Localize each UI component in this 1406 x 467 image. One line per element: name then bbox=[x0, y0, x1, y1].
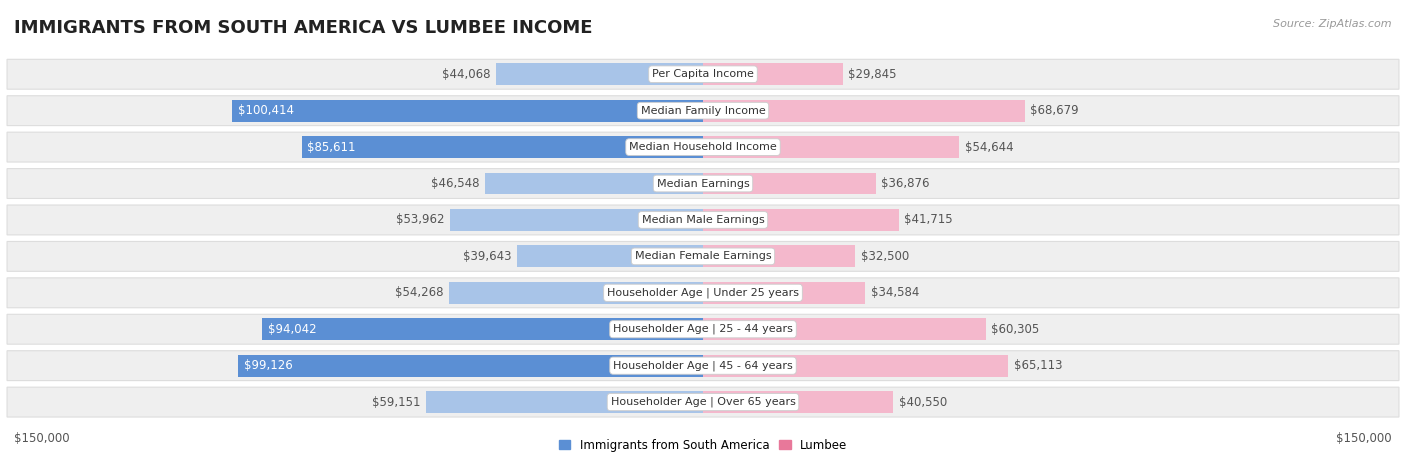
Text: $54,644: $54,644 bbox=[965, 141, 1014, 154]
Text: $39,643: $39,643 bbox=[463, 250, 512, 263]
Bar bbox=[703, 209, 898, 231]
FancyBboxPatch shape bbox=[7, 278, 1399, 308]
FancyBboxPatch shape bbox=[7, 132, 1399, 162]
Legend: Immigrants from South America, Lumbee: Immigrants from South America, Lumbee bbox=[554, 434, 852, 456]
FancyBboxPatch shape bbox=[7, 241, 1399, 271]
Bar bbox=[703, 64, 842, 85]
Text: $40,550: $40,550 bbox=[898, 396, 946, 409]
Bar bbox=[703, 282, 865, 304]
Text: Median Household Income: Median Household Income bbox=[628, 142, 778, 152]
Bar bbox=[703, 318, 986, 340]
Text: $29,845: $29,845 bbox=[848, 68, 897, 81]
Bar bbox=[703, 246, 855, 267]
Text: Source: ZipAtlas.com: Source: ZipAtlas.com bbox=[1274, 19, 1392, 28]
Text: Householder Age | Over 65 years: Householder Age | Over 65 years bbox=[610, 397, 796, 407]
Text: $99,126: $99,126 bbox=[245, 359, 292, 372]
FancyBboxPatch shape bbox=[7, 351, 1399, 381]
Text: IMMIGRANTS FROM SOUTH AMERICA VS LUMBEE INCOME: IMMIGRANTS FROM SOUTH AMERICA VS LUMBEE … bbox=[14, 19, 592, 37]
Text: Median Male Earnings: Median Male Earnings bbox=[641, 215, 765, 225]
FancyBboxPatch shape bbox=[7, 205, 1399, 235]
Text: $36,876: $36,876 bbox=[882, 177, 929, 190]
Text: $100,414: $100,414 bbox=[238, 104, 294, 117]
Text: $68,679: $68,679 bbox=[1031, 104, 1080, 117]
FancyBboxPatch shape bbox=[7, 314, 1399, 344]
Text: Median Earnings: Median Earnings bbox=[657, 178, 749, 189]
Text: Householder Age | Under 25 years: Householder Age | Under 25 years bbox=[607, 288, 799, 298]
Bar bbox=[703, 173, 876, 194]
Bar bbox=[703, 136, 959, 158]
Bar bbox=[232, 100, 703, 121]
Text: $150,000: $150,000 bbox=[14, 432, 70, 446]
Text: $60,305: $60,305 bbox=[991, 323, 1039, 336]
Text: Householder Age | 45 - 64 years: Householder Age | 45 - 64 years bbox=[613, 361, 793, 371]
Bar bbox=[263, 318, 703, 340]
FancyBboxPatch shape bbox=[7, 387, 1399, 417]
Text: $150,000: $150,000 bbox=[1336, 432, 1392, 446]
Bar bbox=[703, 100, 1025, 121]
Text: $32,500: $32,500 bbox=[860, 250, 910, 263]
Text: Median Female Earnings: Median Female Earnings bbox=[634, 251, 772, 262]
Text: $59,151: $59,151 bbox=[371, 396, 420, 409]
Bar bbox=[450, 209, 703, 231]
Text: $85,611: $85,611 bbox=[308, 141, 356, 154]
Bar bbox=[426, 391, 703, 413]
Bar bbox=[703, 355, 1008, 376]
Bar bbox=[239, 355, 703, 376]
Text: $53,962: $53,962 bbox=[396, 213, 444, 226]
Text: $41,715: $41,715 bbox=[904, 213, 953, 226]
Bar bbox=[449, 282, 703, 304]
Text: $46,548: $46,548 bbox=[430, 177, 479, 190]
Bar bbox=[496, 64, 703, 85]
Bar bbox=[703, 391, 893, 413]
Text: $44,068: $44,068 bbox=[443, 68, 491, 81]
Bar bbox=[485, 173, 703, 194]
Text: $54,268: $54,268 bbox=[395, 286, 443, 299]
FancyBboxPatch shape bbox=[7, 96, 1399, 126]
Text: Per Capita Income: Per Capita Income bbox=[652, 69, 754, 79]
Bar bbox=[302, 136, 703, 158]
Text: Householder Age | 25 - 44 years: Householder Age | 25 - 44 years bbox=[613, 324, 793, 334]
Bar bbox=[517, 246, 703, 267]
FancyBboxPatch shape bbox=[7, 169, 1399, 198]
Text: $34,584: $34,584 bbox=[870, 286, 920, 299]
Text: $94,042: $94,042 bbox=[269, 323, 316, 336]
Text: Median Family Income: Median Family Income bbox=[641, 106, 765, 116]
FancyBboxPatch shape bbox=[7, 59, 1399, 89]
Text: $65,113: $65,113 bbox=[1014, 359, 1063, 372]
